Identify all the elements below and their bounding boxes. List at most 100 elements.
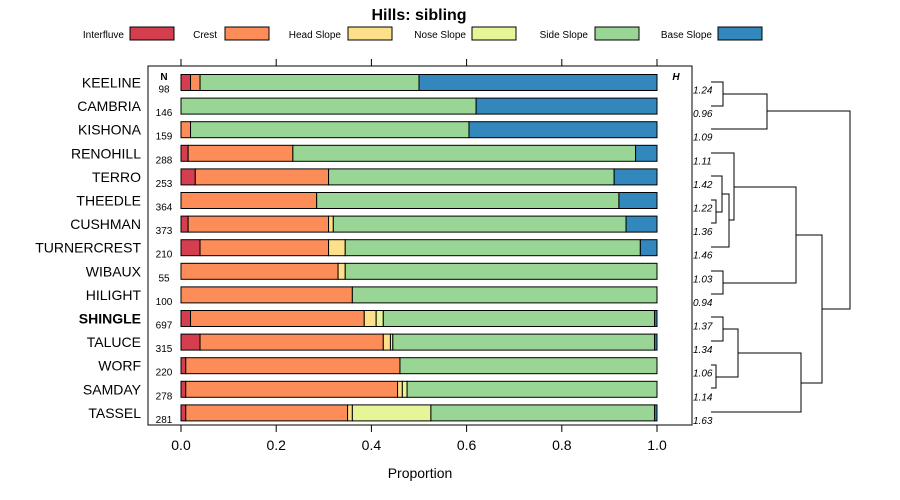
h-value: 1.34: [693, 345, 713, 356]
n-value: 100: [156, 297, 173, 308]
h-value: 1.36: [693, 227, 713, 238]
h-value: 0.96: [693, 109, 713, 120]
bar-segment: [194, 168, 330, 186]
bar-segment: [190, 74, 201, 91]
n-value: 98: [158, 85, 170, 96]
bar-segment: [185, 404, 349, 422]
legend-label: Head Slope: [289, 30, 342, 41]
bar-segment: [180, 168, 196, 186]
n-value: 146: [156, 108, 173, 119]
bar-segment: [635, 144, 658, 162]
bars-group: KEELINE 98 1.24 CAMBRIA 146 0.96 KISHONA 159 1.0…: [35, 74, 713, 427]
n-value: 281: [156, 415, 173, 426]
h-value: 1.22: [693, 204, 713, 215]
bar-segment: [180, 310, 192, 327]
bar-segment: [392, 333, 656, 351]
bar-segment: [418, 74, 658, 91]
bar-segment: [344, 239, 641, 257]
row-label: THEEDLE: [76, 193, 141, 209]
row-label: SAMDAY: [83, 381, 142, 397]
h-value: 1.46: [693, 251, 713, 262]
bar-segment: [180, 121, 192, 139]
row-label: TALUCE: [87, 334, 141, 350]
bar-segment: [190, 310, 365, 327]
bar-segment: [406, 380, 658, 398]
x-axis-label: Proportion: [388, 465, 453, 481]
n-value: 253: [156, 179, 173, 190]
bar-segment: [180, 357, 187, 375]
bar-segment: [382, 333, 391, 351]
bar-segment: [654, 404, 658, 422]
row-label: CAMBRIA: [77, 98, 141, 114]
legend-swatch: [129, 26, 175, 41]
h-value: 0.94: [693, 298, 713, 309]
legend-label: Side Slope: [540, 30, 589, 41]
n-value: 697: [156, 321, 173, 332]
n-value: 278: [156, 391, 173, 402]
dendrogram: [711, 81, 851, 413]
h-value: 1.14: [693, 392, 713, 403]
h-column-header: H: [672, 72, 680, 83]
bar-segment: [399, 357, 658, 375]
h-value: 1.63: [693, 416, 713, 427]
row-label: WORF: [98, 358, 141, 374]
bar-segment: [292, 144, 637, 162]
bar-segment: [639, 239, 658, 257]
bar-segment: [316, 192, 620, 209]
dendrogram-branch: [716, 328, 739, 378]
bar-segment: [180, 286, 353, 304]
plot-frame: [147, 65, 693, 426]
row-label: KEELINE: [82, 75, 141, 91]
bar-segment: [397, 380, 403, 398]
row-label: CUSHMAN: [70, 216, 141, 232]
bar-segment: [180, 215, 189, 233]
bar-segment: [382, 310, 656, 327]
bar-segment: [180, 262, 339, 280]
bar-segment: [337, 262, 346, 280]
bar-segment: [180, 192, 318, 209]
bar-segment: [332, 215, 627, 233]
bar-segment: [180, 239, 201, 257]
dendrogram-branch: [796, 234, 823, 384]
chart-title: Hills: sibling: [371, 7, 466, 24]
bar-segment: [613, 168, 658, 186]
bar-segment: [190, 121, 470, 139]
legend-swatch: [471, 26, 517, 41]
bar-segment: [328, 215, 334, 233]
bar-segment: [180, 97, 477, 115]
row-label: KISHONA: [78, 122, 142, 138]
n-column-header: N: [160, 72, 167, 83]
bar-segment: [199, 74, 420, 91]
row-label: RENOHILL: [71, 145, 141, 161]
row-label: HILIGHT: [86, 287, 142, 303]
dendrogram-branch: [711, 352, 802, 413]
h-value: 1.37: [693, 322, 713, 333]
row-label: WIBAUX: [86, 263, 142, 279]
bar-segment: [468, 121, 658, 139]
legend-swatch: [224, 26, 270, 41]
h-value: 1.06: [693, 369, 713, 380]
bar-segment: [654, 333, 658, 351]
bar-segment: [185, 357, 401, 375]
h-value: 1.11: [693, 156, 712, 167]
bar-segment: [351, 404, 432, 422]
h-value: 1.09: [693, 133, 713, 144]
dendrogram-branch: [711, 193, 730, 248]
x-tick-label: 1.0: [647, 437, 667, 453]
legend-label: Crest: [193, 30, 217, 41]
bar-segment: [363, 310, 377, 327]
legend-label: Base Slope: [661, 30, 713, 41]
x-tick-label: 0.6: [457, 437, 477, 453]
n-value: 220: [156, 368, 173, 379]
row-label: SHINGLE: [79, 311, 141, 327]
bar-segment: [187, 215, 330, 233]
bar-segment: [180, 144, 189, 162]
dendrogram-branch: [711, 93, 768, 130]
n-value: 159: [156, 132, 173, 143]
x-tick-label: 0.2: [266, 437, 286, 453]
n-value: 55: [158, 273, 170, 284]
bar-segment: [328, 239, 346, 257]
bar-segment: [625, 215, 658, 233]
bar-segment: [180, 74, 192, 91]
